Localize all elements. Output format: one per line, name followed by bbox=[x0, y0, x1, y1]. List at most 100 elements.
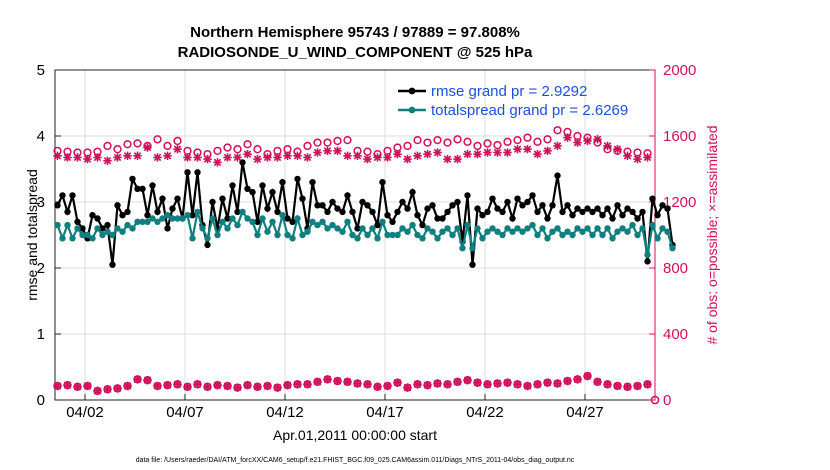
point-rmse bbox=[549, 202, 556, 209]
point-rmse bbox=[369, 208, 376, 216]
point-possible bbox=[103, 141, 112, 151]
point-spread bbox=[274, 231, 281, 239]
point-spread bbox=[399, 225, 406, 232]
point-rmse bbox=[654, 212, 661, 219]
point-rmse bbox=[479, 212, 486, 219]
point-rmse bbox=[649, 195, 656, 202]
point-assimilated bbox=[413, 152, 422, 160]
point-spread bbox=[394, 231, 401, 239]
point-possible bbox=[473, 141, 482, 151]
tick-label-right: 1200 bbox=[663, 194, 696, 211]
point-assimilated bbox=[443, 155, 452, 163]
point-spread bbox=[259, 215, 266, 222]
point-assimilated bbox=[93, 153, 102, 162]
point-spread bbox=[99, 231, 106, 239]
point-spread bbox=[254, 231, 261, 239]
point-spread bbox=[404, 228, 411, 235]
tick-label-left: 0 bbox=[37, 392, 45, 409]
point-assimilated bbox=[363, 155, 372, 163]
point-spread bbox=[589, 231, 596, 239]
point-rmse bbox=[574, 205, 581, 212]
point-spread bbox=[469, 245, 476, 252]
point-rmse bbox=[254, 218, 261, 225]
point-spread bbox=[359, 225, 366, 232]
point-spread bbox=[419, 235, 426, 242]
point-rejected-x bbox=[83, 382, 92, 390]
point-spread bbox=[354, 235, 361, 242]
point-rmse bbox=[269, 188, 276, 196]
point-assimilated bbox=[323, 147, 332, 155]
point-rmse bbox=[484, 208, 491, 216]
point-spread bbox=[384, 231, 391, 239]
point-spread bbox=[204, 235, 211, 242]
point-rejected-x bbox=[553, 379, 562, 388]
point-rejected-x bbox=[103, 385, 112, 393]
point-spread bbox=[664, 228, 671, 235]
point-rmse bbox=[449, 202, 456, 209]
point-spread bbox=[594, 225, 601, 232]
point-assimilated bbox=[183, 153, 192, 162]
point-spread bbox=[334, 225, 341, 232]
point-rmse bbox=[89, 212, 96, 219]
point-rmse bbox=[279, 179, 286, 186]
point-assimilated bbox=[223, 153, 232, 162]
point-rmse bbox=[329, 198, 336, 206]
point-assimilated bbox=[643, 153, 652, 162]
point-rejected-x bbox=[283, 381, 292, 389]
tick-label-left: 3 bbox=[37, 194, 45, 211]
point-spread bbox=[214, 231, 221, 239]
point-spread bbox=[289, 235, 296, 242]
point-rmse bbox=[509, 215, 516, 222]
point-rmse bbox=[599, 212, 606, 219]
point-assimilated bbox=[153, 153, 162, 162]
point-assimilated bbox=[593, 135, 602, 144]
point-spread bbox=[554, 225, 561, 232]
point-assimilated bbox=[393, 150, 402, 158]
point-rmse bbox=[99, 225, 106, 232]
point-possible bbox=[343, 135, 352, 145]
point-rmse bbox=[54, 202, 61, 209]
point-rmse bbox=[569, 212, 576, 219]
point-possible bbox=[153, 135, 162, 144]
point-spread bbox=[379, 218, 386, 225]
point-assimilated bbox=[253, 155, 262, 163]
point-rejected-x bbox=[223, 382, 232, 390]
point-assimilated bbox=[173, 145, 182, 153]
point-rmse bbox=[594, 205, 601, 212]
point-rejected-x bbox=[93, 387, 102, 395]
point-rmse bbox=[149, 182, 156, 189]
point-possible bbox=[253, 145, 262, 154]
x-axis-label: Apr.01,2011 00:00:00 start bbox=[273, 427, 437, 443]
point-assimilated bbox=[433, 148, 442, 157]
point-possible bbox=[333, 136, 342, 146]
point-rmse bbox=[309, 179, 316, 186]
point-rmse bbox=[399, 198, 406, 206]
tick-label-x: 04/02 bbox=[66, 404, 104, 421]
point-spread bbox=[524, 225, 531, 232]
point-rejected-x bbox=[273, 383, 282, 392]
point-rejected-x bbox=[413, 380, 422, 389]
point-spread bbox=[489, 225, 496, 232]
point-possible bbox=[503, 137, 512, 146]
point-rmse bbox=[189, 212, 196, 219]
point-rejected-x bbox=[133, 375, 142, 384]
point-spread bbox=[284, 231, 291, 239]
point-rmse bbox=[514, 195, 521, 202]
series-possible bbox=[53, 126, 652, 159]
legend-swatch-marker bbox=[408, 106, 416, 114]
point-rmse bbox=[74, 218, 81, 225]
point-assimilated bbox=[483, 148, 492, 157]
point-spread bbox=[199, 225, 206, 232]
point-assimilated bbox=[533, 150, 542, 158]
point-rmse bbox=[104, 221, 111, 229]
point-rejected-x bbox=[343, 378, 352, 386]
point-rmse bbox=[184, 169, 191, 176]
point-assimilated bbox=[573, 138, 582, 147]
point-assimilated bbox=[203, 155, 212, 163]
point-rmse bbox=[204, 241, 211, 249]
point-assimilated bbox=[83, 155, 92, 163]
point-rmse bbox=[79, 225, 86, 232]
point-rmse bbox=[424, 205, 431, 212]
point-rmse bbox=[414, 212, 421, 219]
point-spread bbox=[439, 228, 446, 235]
